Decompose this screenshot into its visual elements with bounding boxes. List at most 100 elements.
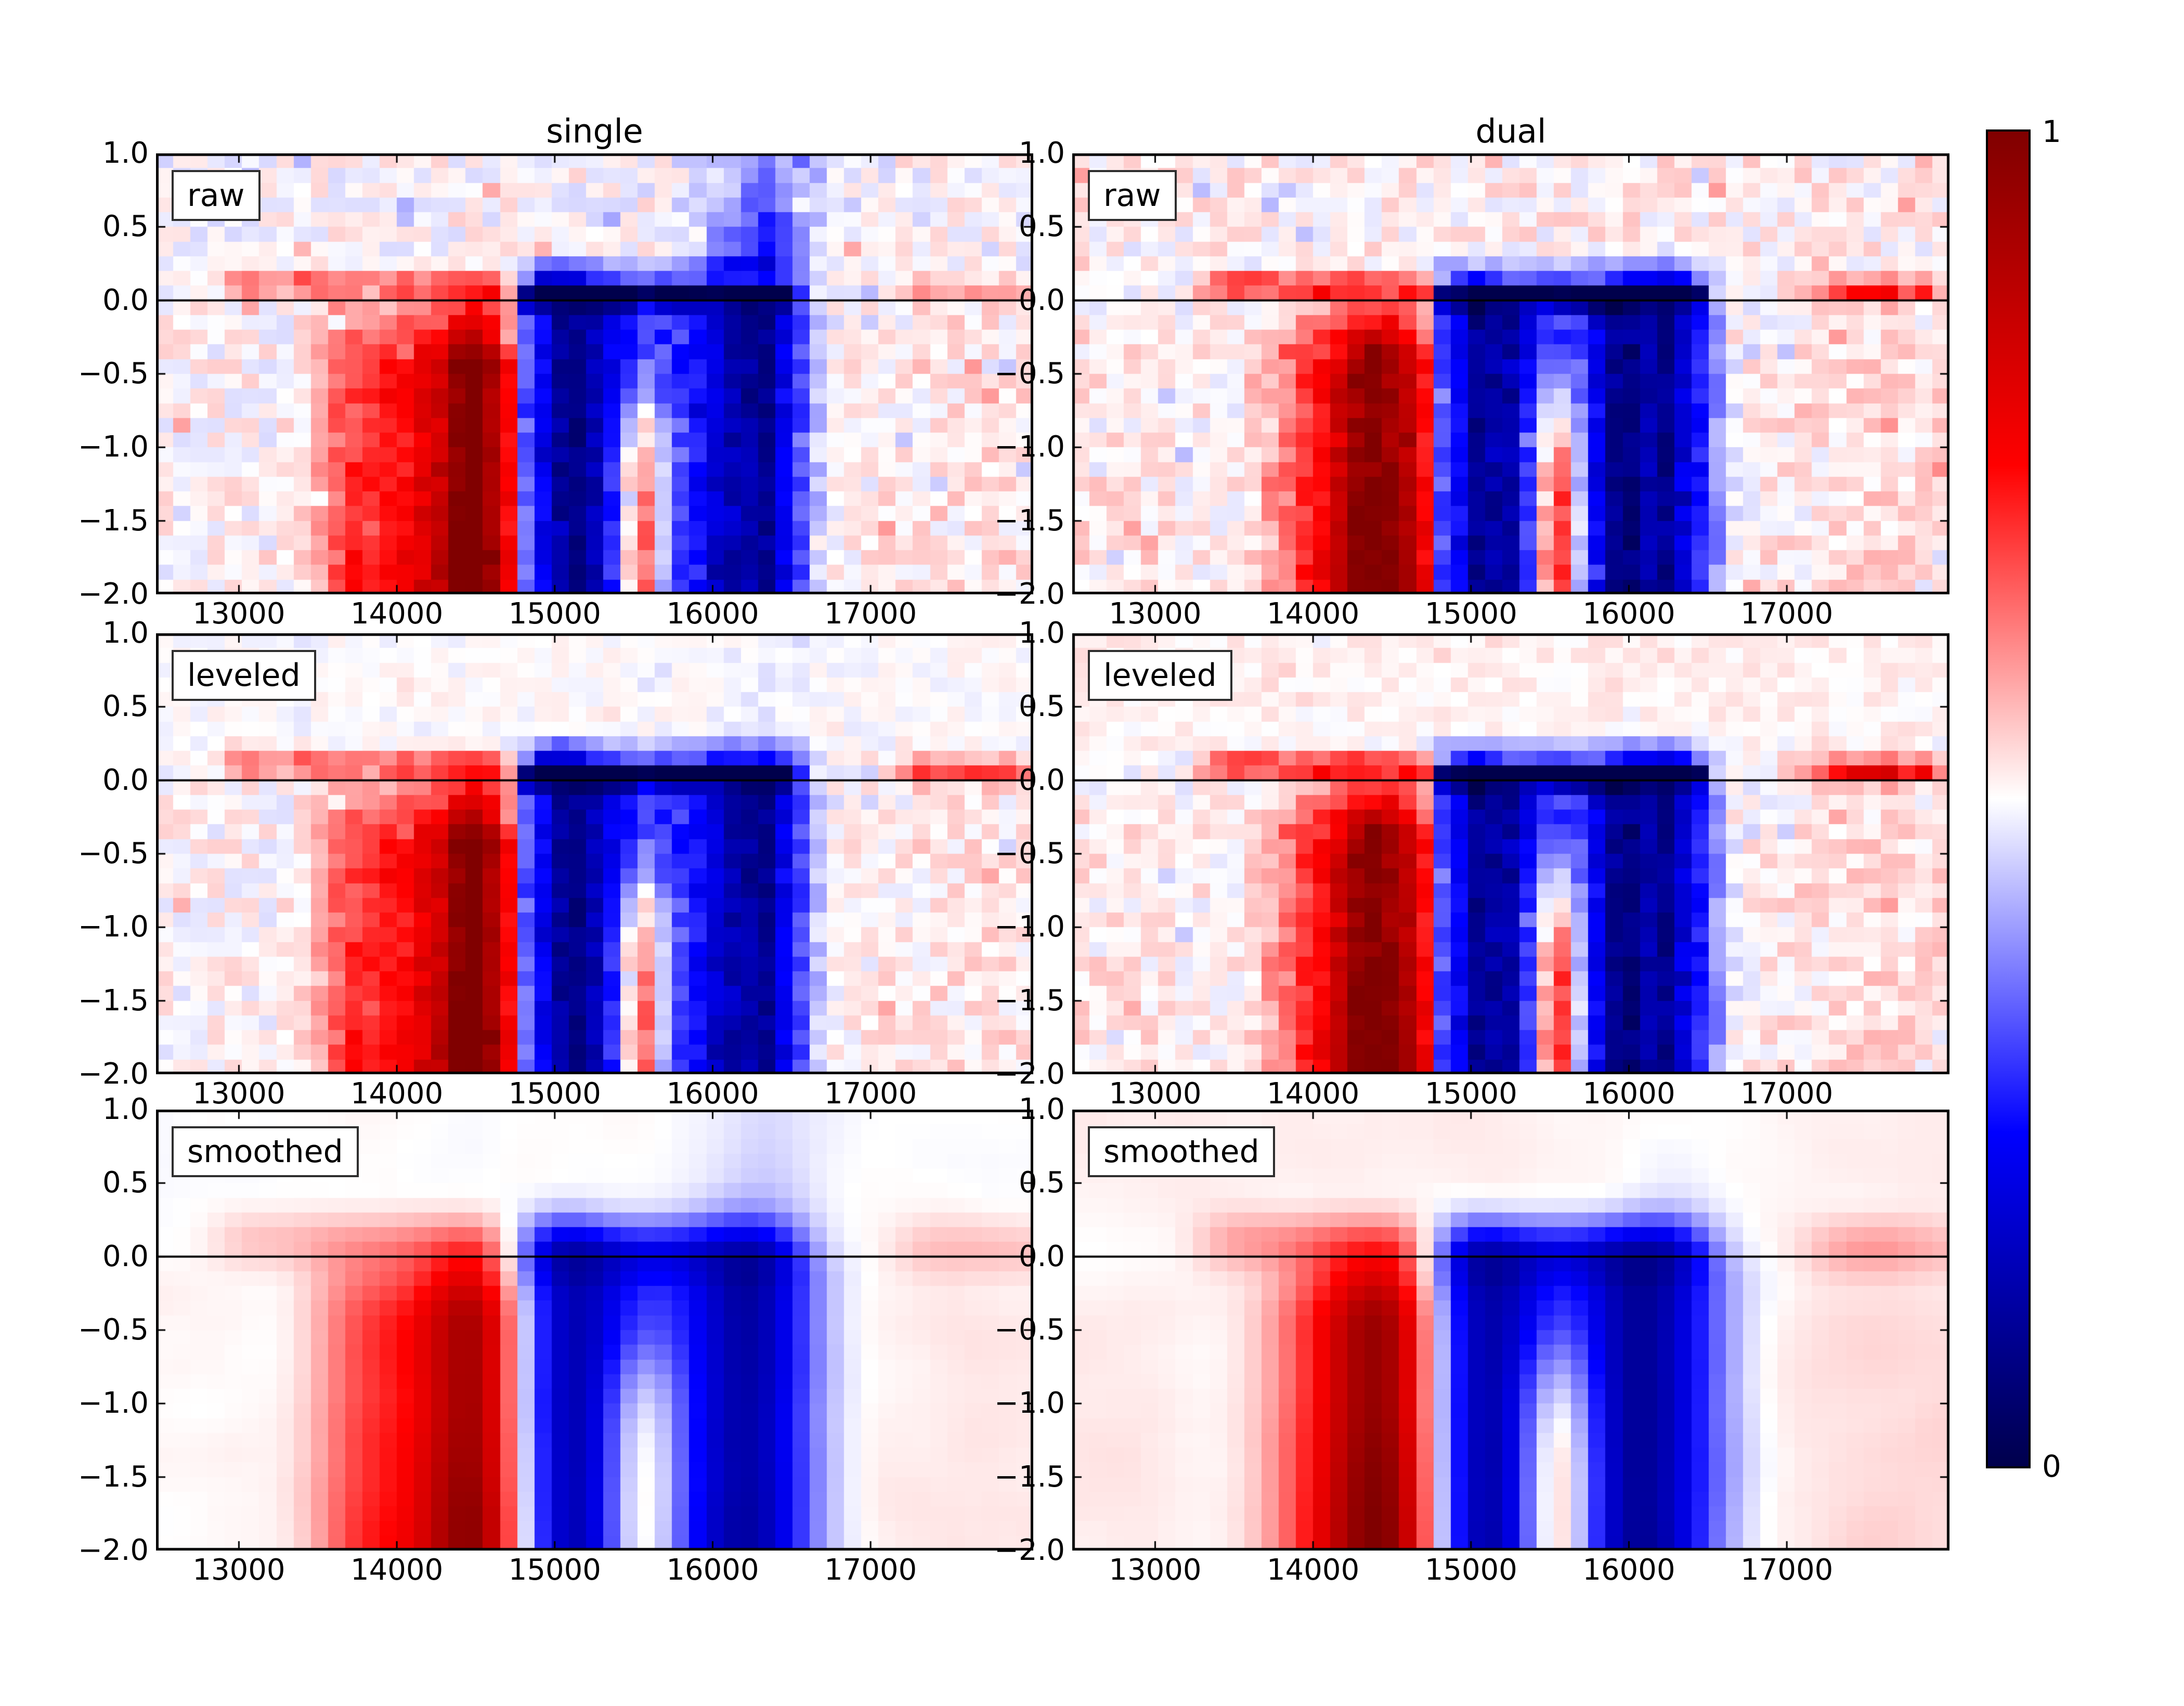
y-tick-label: 0.5	[1018, 1166, 1065, 1200]
panel-label-box: smoothed	[1088, 1126, 1275, 1177]
x-tick-label: 16000	[1582, 597, 1675, 631]
y-tick-label: −0.5	[78, 1313, 149, 1347]
colorbar	[1986, 129, 2031, 1468]
x-tick-label: 16000	[666, 597, 759, 631]
x-tick-label: 17000	[824, 597, 917, 631]
x-tick-label: 14000	[1267, 597, 1360, 631]
heatmap-canvas-leveled-single	[156, 633, 1033, 1074]
panel-label-box: leveled	[1088, 650, 1232, 701]
column-title-dual: dual	[1475, 112, 1546, 150]
heatmap-panel-raw-single: raw 13000 14000 15000 16000 17000 1.0 0.5 0.0 −0…	[78, 138, 1033, 630]
x-tick-label: 15000	[1424, 1553, 1517, 1587]
panel-label-box: raw	[1088, 170, 1177, 221]
y-tick-label: −1.5	[994, 503, 1065, 538]
y-tick-label: 0.5	[102, 210, 149, 244]
x-tick-label: 14000	[350, 1553, 444, 1587]
x-tick-label: 16000	[666, 1553, 759, 1587]
y-tick-label: 0.5	[102, 1166, 149, 1200]
y-tick-label: 1.0	[102, 1092, 149, 1126]
column-title-single: single	[546, 112, 643, 150]
y-tick-label: −2.0	[78, 1533, 149, 1567]
x-tick-label: 16000	[1582, 1553, 1675, 1587]
x-tick-label: 13000	[192, 597, 285, 631]
y-tick-label: −1.5	[78, 983, 149, 1018]
heatmap-panel-leveled-single: leveled 13000 14000 15000 16000 17000 1.0 0.5 0…	[78, 618, 1033, 1110]
y-tick-label: 0.0	[1018, 1239, 1065, 1273]
panel-label: raw	[1103, 177, 1161, 214]
colorbar-min-label: 0	[2042, 1449, 2061, 1484]
y-tick-label: −1.5	[994, 1460, 1065, 1494]
y-tick-label: 0.0	[1018, 283, 1065, 317]
y-tick-label: −0.5	[994, 357, 1065, 390]
x-tick-label: 13000	[1109, 1077, 1202, 1111]
x-tick-label: 17000	[1740, 597, 1834, 631]
y-tick-label: 0.5	[102, 689, 149, 724]
y-tick-label: 0.5	[1018, 689, 1065, 724]
panel-label: leveled	[1103, 657, 1217, 694]
heatmap-panel-leveled-dual: leveled 13000 14000 15000 16000 17000 1.0 0.5 0…	[994, 618, 1949, 1110]
x-tick-label: 15000	[508, 1553, 601, 1587]
x-tick-label: 15000	[508, 597, 601, 631]
panel-label: smoothed	[187, 1134, 343, 1170]
x-tick-label: 14000	[1267, 1553, 1360, 1587]
heatmap-panel-smoothed-single: smoothed 13000 14000 15000 16000 17000 1.0 0.5…	[78, 1094, 1033, 1586]
y-tick-label: −2.0	[78, 1057, 149, 1091]
y-tick-label: −1.5	[78, 1460, 149, 1494]
heatmap-panel-raw-dual: raw 13000 14000 15000 16000 17000 1.0 0.5 0.0 −0…	[994, 138, 1949, 630]
y-tick-label: −2.0	[78, 577, 149, 611]
x-tick-label: 17000	[824, 1077, 917, 1111]
y-tick-label: −1.0	[994, 430, 1065, 464]
colorbar-gradient	[1988, 132, 2029, 1466]
panel-label-box: raw	[172, 170, 261, 221]
y-tick-label: 0.5	[1018, 210, 1065, 244]
y-tick-label: −2.0	[994, 1533, 1065, 1567]
y-tick-label: −0.5	[994, 837, 1065, 870]
heatmap-canvas-leveled-dual	[1072, 633, 1949, 1074]
y-tick-label: 1.0	[1018, 136, 1065, 170]
panel-label-box: smoothed	[172, 1126, 359, 1177]
y-tick-label: −1.0	[78, 430, 149, 464]
y-tick-label: 0.0	[1018, 763, 1065, 797]
y-tick-label: 1.0	[102, 136, 149, 170]
x-tick-label: 16000	[666, 1077, 759, 1111]
x-tick-label: 14000	[350, 1077, 444, 1111]
y-tick-label: −0.5	[78, 357, 149, 390]
y-tick-label: −1.0	[994, 1386, 1065, 1421]
x-tick-label: 17000	[1740, 1553, 1834, 1587]
panel-label: smoothed	[1103, 1134, 1259, 1170]
x-tick-label: 14000	[1267, 1077, 1360, 1111]
heatmap-canvas-raw-dual	[1072, 153, 1949, 594]
x-tick-label: 16000	[1582, 1077, 1675, 1111]
y-tick-label: −0.5	[994, 1313, 1065, 1347]
y-tick-label: 0.0	[102, 283, 149, 317]
y-tick-label: −1.5	[994, 983, 1065, 1018]
y-tick-label: −1.5	[78, 503, 149, 538]
heatmap-canvas-smoothed-single	[156, 1110, 1033, 1551]
y-tick-label: −1.0	[78, 910, 149, 944]
y-tick-label: 1.0	[1018, 616, 1065, 650]
y-tick-label: −1.0	[994, 910, 1065, 944]
y-tick-label: −0.5	[78, 837, 149, 870]
x-tick-label: 14000	[350, 597, 444, 631]
heatmap-canvas-smoothed-dual	[1072, 1110, 1949, 1551]
x-tick-label: 13000	[192, 1077, 285, 1111]
x-tick-label: 17000	[824, 1553, 917, 1587]
x-tick-label: 15000	[508, 1077, 601, 1111]
panel-label: raw	[187, 177, 245, 214]
panel-label-box: leveled	[172, 650, 316, 701]
y-tick-label: 0.0	[102, 763, 149, 797]
y-tick-label: −2.0	[994, 1057, 1065, 1091]
heatmap-canvas-raw-single	[156, 153, 1033, 594]
y-tick-label: 1.0	[1018, 1092, 1065, 1126]
x-tick-label: 13000	[1109, 597, 1202, 631]
x-tick-label: 13000	[192, 1553, 285, 1587]
panel-label: leveled	[187, 657, 301, 694]
x-tick-label: 13000	[1109, 1553, 1202, 1587]
colorbar-max-label: 1	[2042, 114, 2061, 149]
x-tick-label: 17000	[1740, 1077, 1834, 1111]
y-tick-label: −2.0	[994, 577, 1065, 611]
x-tick-label: 15000	[1424, 1077, 1517, 1111]
y-tick-label: −1.0	[78, 1386, 149, 1421]
y-tick-label: 0.0	[102, 1239, 149, 1273]
